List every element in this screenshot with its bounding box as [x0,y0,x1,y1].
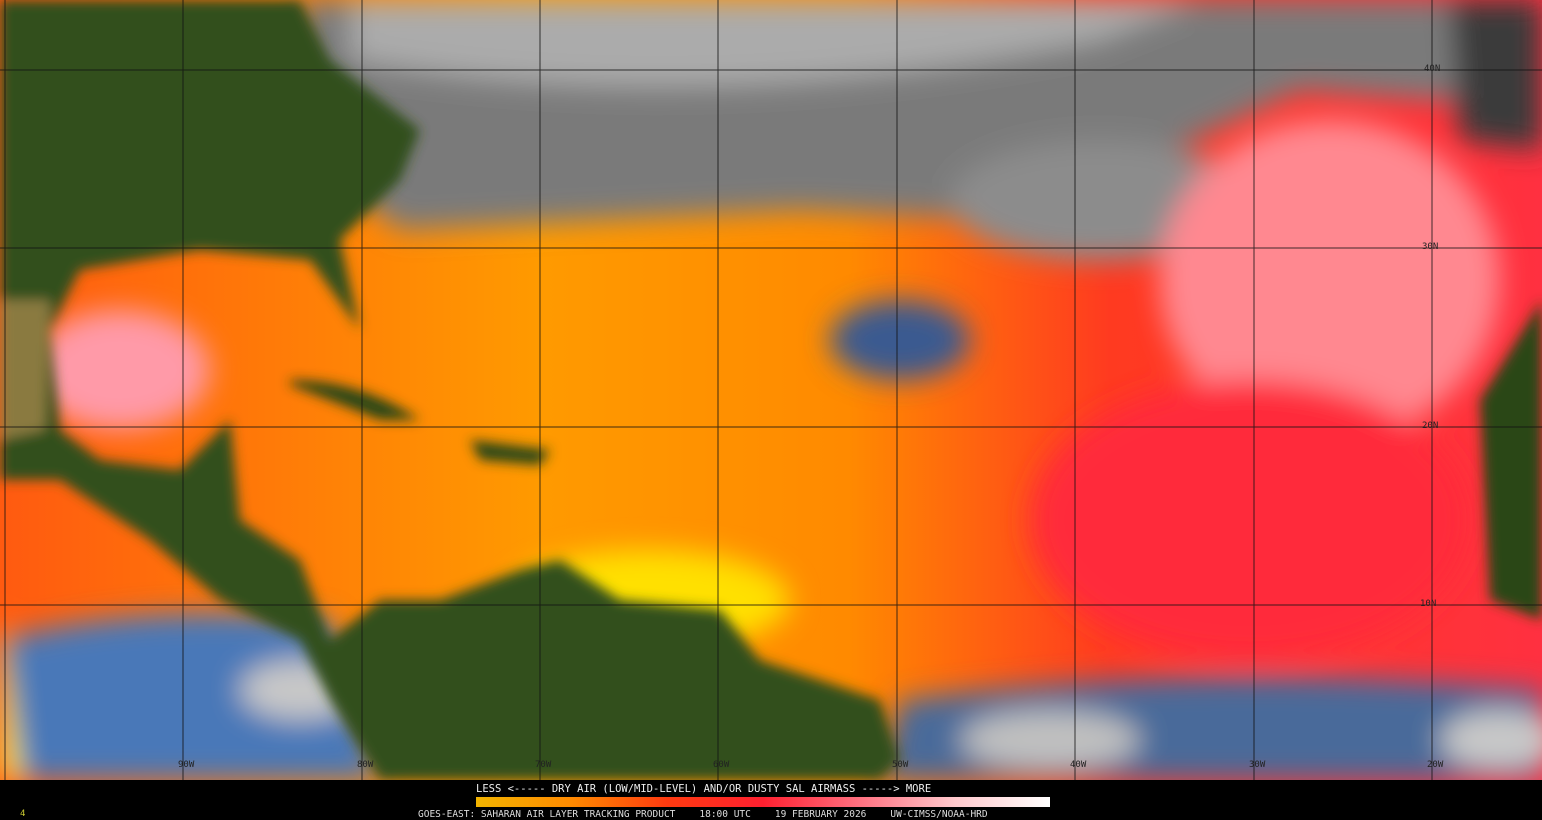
frame-number: 4 [20,809,26,819]
lon-label: 70W [535,760,552,770]
lat-label: 30N [1422,242,1439,252]
lon-label: 20W [1427,760,1444,770]
product-name: GOES-EAST: SAHARAN AIR LAYER TRACKING PR… [418,809,676,820]
color-scale-bar [476,797,1050,807]
lon-label: 80W [357,760,374,770]
land-masses [0,0,1542,780]
lon-label: 40W [1070,760,1087,770]
legend-title: LESS <----- DRY AIR (LOW/MID-LEVEL) AND/… [476,783,932,795]
lon-label: 50W [892,760,909,770]
lat-label: 10N [1420,599,1437,609]
lon-label: 60W [713,760,730,770]
lat-label: 40N [1424,64,1441,74]
date-stamp: 19 FEBRUARY 2026 [774,809,867,820]
cloud-layers [0,0,1542,780]
lat-lon-grid [0,0,1542,780]
satellite-map [0,0,1542,780]
lon-label: 90W [178,760,195,770]
credit: UW-CIMSS/NOAA-HRD [890,809,988,820]
footer: GOES-EAST: SAHARAN AIR LAYER TRACKING PR… [418,809,1012,820]
time-stamp: 18:00 UTC [699,809,751,820]
lat-label: 20N [1422,421,1439,431]
lon-label: 30W [1249,760,1266,770]
